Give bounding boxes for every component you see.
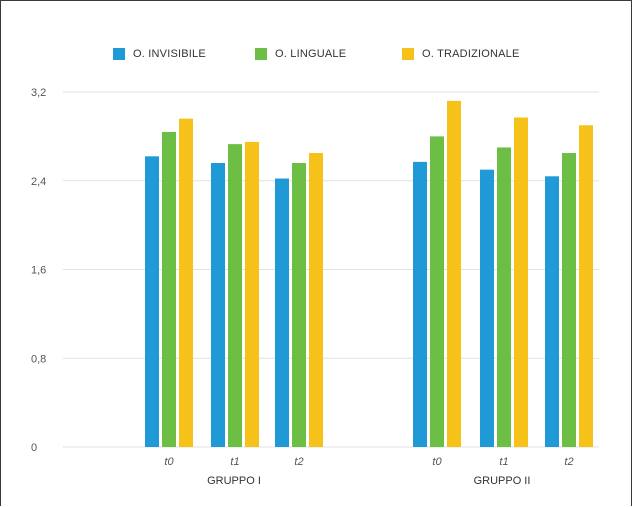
legend-item-invisibile: O. INVISIBILE bbox=[113, 47, 206, 61]
y-tick-label-1: 0,8 bbox=[31, 353, 46, 365]
y-tick-label-3: 2,4 bbox=[31, 176, 46, 188]
x-tick-label-1-0: t0 bbox=[432, 456, 442, 468]
x-tick-label-1-2: t2 bbox=[564, 456, 573, 468]
bar-o-tradizionale-gruppo-ii-t2 bbox=[579, 125, 593, 447]
bar-o-linguale-gruppo-i-t0 bbox=[162, 131, 176, 447]
legend-swatch-linguale bbox=[255, 48, 267, 60]
legend-item-tradizionale: O. TRADIZIONALE bbox=[402, 47, 520, 61]
x-tick-label-1-1: t1 bbox=[499, 456, 508, 468]
legend-item-linguale: O. LINGUALE bbox=[255, 47, 346, 61]
group-label-1: GRUPPO II bbox=[474, 475, 531, 487]
legend-label-linguale: O. LINGUALE bbox=[275, 48, 347, 60]
bar-o-invisibile-gruppo-i-t1 bbox=[211, 163, 225, 447]
y-tick-label-4: 3,2 bbox=[31, 87, 46, 99]
y-tick-label-0: 0 bbox=[31, 442, 37, 454]
bar-o-tradizionale-gruppo-i-t2 bbox=[309, 153, 323, 447]
legend-label-invisibile: O. INVISIBILE bbox=[133, 48, 206, 60]
bar-o-linguale-gruppo-i-t2 bbox=[292, 163, 306, 447]
bar-o-tradizionale-gruppo-ii-t1 bbox=[514, 117, 528, 447]
bar-o-invisibile-gruppo-i-t0 bbox=[145, 156, 159, 447]
legend-swatch-invisibile bbox=[113, 48, 125, 60]
bar-o-invisibile-gruppo-ii-t2 bbox=[545, 176, 559, 447]
x-tick-label-0-2: t2 bbox=[294, 456, 303, 468]
bar-o-linguale-gruppo-ii-t2 bbox=[562, 153, 576, 447]
bar-o-invisibile-gruppo-i-t2 bbox=[275, 178, 289, 447]
y-tick-label-2: 1,6 bbox=[31, 265, 46, 277]
bar-o-tradizionale-gruppo-i-t0 bbox=[179, 118, 193, 447]
bar-o-tradizionale-gruppo-i-t1 bbox=[245, 141, 259, 447]
x-tick-label-0-0: t0 bbox=[164, 456, 174, 468]
bar-o-invisibile-gruppo-ii-t0 bbox=[413, 161, 427, 447]
bar-o-linguale-gruppo-i-t1 bbox=[228, 144, 242, 447]
legend-swatch-tradizionale bbox=[402, 48, 414, 60]
bar-o-tradizionale-gruppo-ii-t0 bbox=[447, 100, 461, 447]
x-tick-label-0-1: t1 bbox=[230, 456, 239, 468]
bar-o-linguale-gruppo-ii-t0 bbox=[430, 136, 444, 447]
bar-o-linguale-gruppo-ii-t1 bbox=[497, 147, 511, 447]
group-label-0: GRUPPO I bbox=[207, 475, 261, 487]
legend-label-tradizionale: O. TRADIZIONALE bbox=[422, 48, 520, 60]
bar-o-invisibile-gruppo-ii-t1 bbox=[480, 169, 494, 447]
